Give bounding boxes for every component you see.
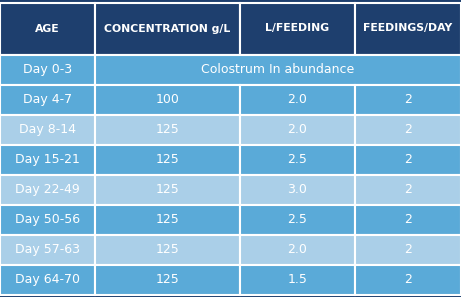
Bar xyxy=(355,85,461,115)
Text: L/FEEDING: L/FEEDING xyxy=(266,23,330,34)
Text: Day 64-70: Day 64-70 xyxy=(15,273,80,286)
Text: Day 4-7: Day 4-7 xyxy=(23,93,72,106)
Bar xyxy=(355,235,461,265)
Text: 2: 2 xyxy=(404,93,412,106)
Text: Day 15-21: Day 15-21 xyxy=(15,153,80,166)
Text: 2.0: 2.0 xyxy=(288,123,307,136)
Text: CONCENTRATION g/L: CONCENTRATION g/L xyxy=(104,23,230,34)
Bar xyxy=(355,175,461,205)
Text: 2.5: 2.5 xyxy=(288,213,307,226)
Text: 100: 100 xyxy=(155,93,179,106)
Bar xyxy=(95,145,240,175)
Bar xyxy=(0,2,95,55)
Bar xyxy=(95,85,240,115)
Text: 125: 125 xyxy=(156,213,179,226)
Bar xyxy=(0,235,95,265)
Bar xyxy=(355,205,461,235)
Text: 125: 125 xyxy=(156,123,179,136)
Bar xyxy=(355,2,461,55)
Text: 125: 125 xyxy=(156,153,179,166)
Bar xyxy=(0,85,95,115)
Text: Day 8-14: Day 8-14 xyxy=(19,123,76,136)
Bar xyxy=(240,85,355,115)
Text: 125: 125 xyxy=(156,273,179,286)
Text: AGE: AGE xyxy=(35,23,60,34)
Bar xyxy=(95,55,461,85)
Bar xyxy=(95,235,240,265)
Bar xyxy=(240,115,355,145)
Bar xyxy=(95,265,240,295)
Bar xyxy=(355,265,461,295)
Bar xyxy=(0,205,95,235)
Bar xyxy=(355,145,461,175)
Bar xyxy=(0,175,95,205)
Bar xyxy=(0,145,95,175)
Bar xyxy=(355,115,461,145)
Text: 2: 2 xyxy=(404,153,412,166)
Text: 2: 2 xyxy=(404,183,412,196)
Text: 2.0: 2.0 xyxy=(288,243,307,256)
Bar xyxy=(240,235,355,265)
Text: Day 50-56: Day 50-56 xyxy=(15,213,80,226)
Bar xyxy=(0,115,95,145)
Text: 2.5: 2.5 xyxy=(288,153,307,166)
Bar xyxy=(240,205,355,235)
Bar xyxy=(240,2,355,55)
Bar xyxy=(240,175,355,205)
Text: FEEDINGS/DAY: FEEDINGS/DAY xyxy=(363,23,453,34)
Text: 125: 125 xyxy=(156,243,179,256)
Bar xyxy=(0,265,95,295)
Text: Day 0-3: Day 0-3 xyxy=(23,63,72,76)
Text: 3.0: 3.0 xyxy=(288,183,307,196)
Text: 1.5: 1.5 xyxy=(288,273,307,286)
Bar xyxy=(95,175,240,205)
Bar xyxy=(240,265,355,295)
Text: Colostrum In abundance: Colostrum In abundance xyxy=(201,63,355,76)
Text: 2.0: 2.0 xyxy=(288,93,307,106)
Text: 2: 2 xyxy=(404,243,412,256)
Text: 2: 2 xyxy=(404,123,412,136)
Text: Day 57-63: Day 57-63 xyxy=(15,243,80,256)
Text: 2: 2 xyxy=(404,273,412,286)
Text: Day 22-49: Day 22-49 xyxy=(15,183,80,196)
Text: 2: 2 xyxy=(404,213,412,226)
Bar xyxy=(240,145,355,175)
Bar xyxy=(95,2,240,55)
Bar xyxy=(95,205,240,235)
Bar xyxy=(0,55,95,85)
Text: 125: 125 xyxy=(156,183,179,196)
Bar xyxy=(95,115,240,145)
